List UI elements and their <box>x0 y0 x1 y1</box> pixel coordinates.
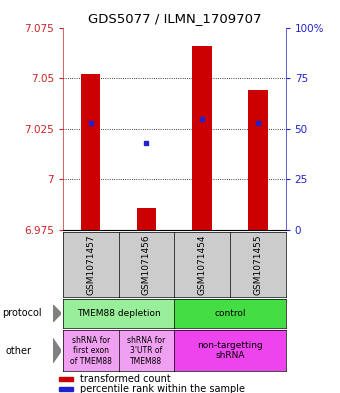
Text: shRNA for
3'UTR of
TMEM88: shRNA for 3'UTR of TMEM88 <box>127 336 166 365</box>
Text: GSM1071457: GSM1071457 <box>86 234 95 295</box>
Bar <box>81 74 101 230</box>
Bar <box>58 387 73 391</box>
Text: transformed count: transformed count <box>81 374 171 384</box>
Text: GSM1071456: GSM1071456 <box>142 234 151 295</box>
Title: GDS5077 / ILMN_1709707: GDS5077 / ILMN_1709707 <box>87 12 261 25</box>
Text: protocol: protocol <box>2 309 41 318</box>
Text: GSM1071455: GSM1071455 <box>253 234 262 295</box>
Text: percentile rank within the sample: percentile rank within the sample <box>81 384 245 393</box>
Bar <box>137 208 156 230</box>
Bar <box>192 46 212 230</box>
Bar <box>58 377 73 381</box>
Text: shRNA for
first exon
of TMEM88: shRNA for first exon of TMEM88 <box>70 336 112 365</box>
Text: other: other <box>5 346 31 356</box>
Text: control: control <box>214 309 246 318</box>
Polygon shape <box>53 305 61 322</box>
Bar <box>248 90 268 230</box>
Text: TMEM88 depletion: TMEM88 depletion <box>77 309 160 318</box>
Polygon shape <box>53 338 61 363</box>
Text: non-targetting
shRNA: non-targetting shRNA <box>197 341 263 360</box>
Text: GSM1071454: GSM1071454 <box>198 234 207 294</box>
